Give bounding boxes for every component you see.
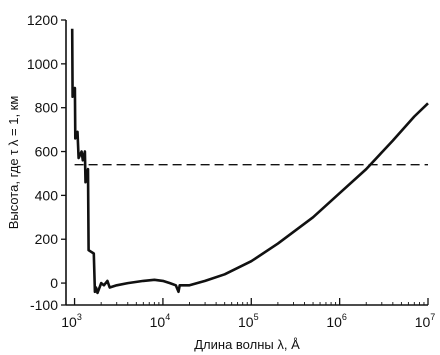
y-tick-label: 0 xyxy=(50,275,58,291)
data-line xyxy=(70,28,429,295)
x-tick-exponent: 5 xyxy=(254,312,259,322)
x-tick-exponent: 4 xyxy=(165,312,170,322)
y-tick-label: 1200 xyxy=(27,12,58,28)
y-tick-label: 600 xyxy=(35,144,59,160)
x-tick-label: 103 xyxy=(61,312,82,330)
x-tick-label: 104 xyxy=(150,312,171,330)
y-axis-title: Высота, где τ λ = 1, км xyxy=(6,96,21,230)
x-tick-base: 10 xyxy=(326,314,342,330)
x-tick-base: 10 xyxy=(61,314,77,330)
x-tick-label: 105 xyxy=(238,312,259,330)
y-tick-label: 1000 xyxy=(27,56,58,72)
y-tick-label: 400 xyxy=(35,187,59,203)
y-tick-label: 200 xyxy=(35,231,59,247)
y-tick-label: 800 xyxy=(35,100,59,116)
x-tick-exponent: 6 xyxy=(342,312,347,322)
x-tick-base: 10 xyxy=(415,314,431,330)
series-layer xyxy=(70,28,429,295)
y-tick-label: -100 xyxy=(30,297,58,313)
x-tick-label: 107 xyxy=(415,312,436,330)
x-tick-base: 10 xyxy=(238,314,254,330)
x-tick-base: 10 xyxy=(150,314,166,330)
x-tick-label: 106 xyxy=(326,312,347,330)
x-axis-title: Длина волны λ, Å xyxy=(194,337,300,352)
x-tick-exponent: 3 xyxy=(77,312,82,322)
x-tick-exponent: 7 xyxy=(430,312,435,322)
